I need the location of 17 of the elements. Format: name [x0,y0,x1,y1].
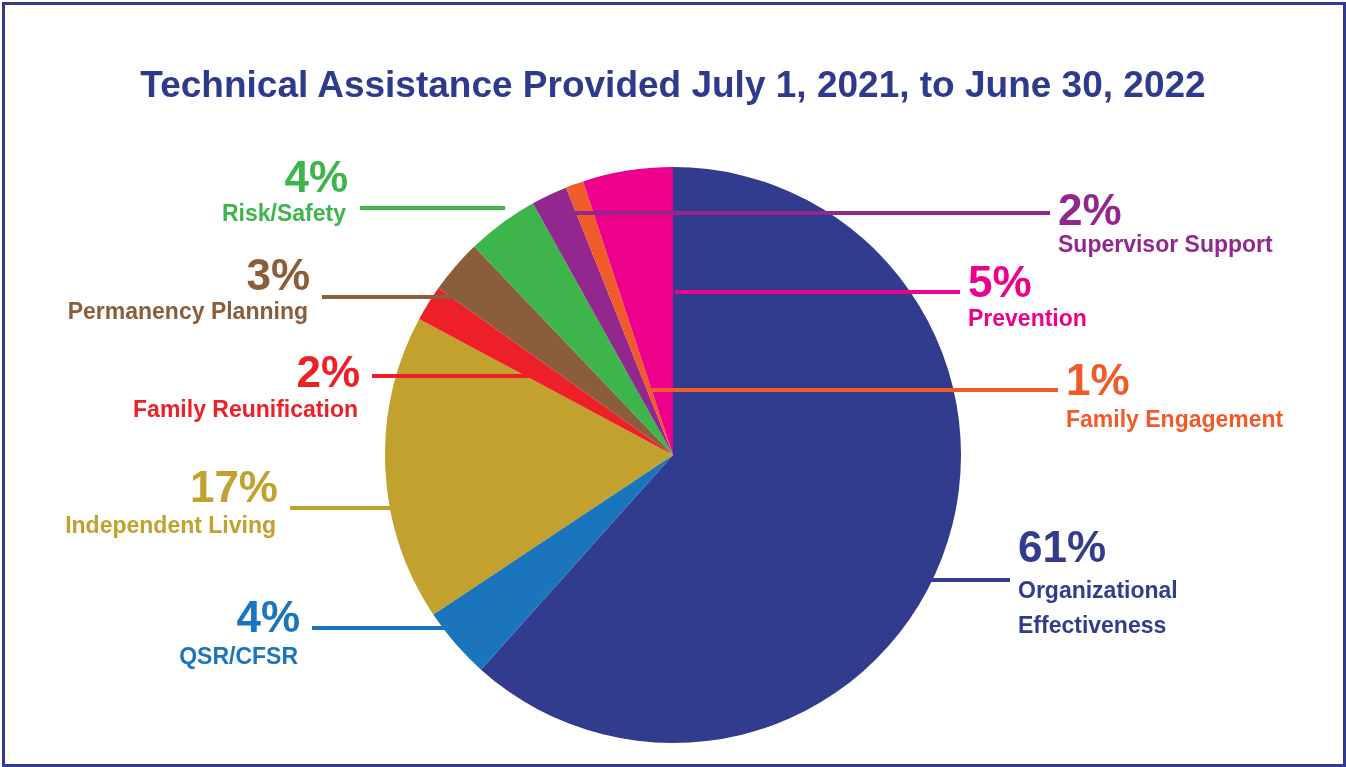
slice-label: QSR/CFSR [179,643,299,670]
data-label: 3% [246,250,310,300]
slice-label: Risk/Safety [221,200,347,227]
chart-title: Technical Assistance Provided July 1, 2021, to June 30, 2022 [139,64,1207,106]
slice-label: Permanency Planning [67,298,308,325]
data-label: 1% [1066,355,1130,405]
data-label: 2% [296,347,360,397]
slice-label: Organizational Effectiveness [1018,577,1178,639]
slice-label: Prevention [968,305,1087,332]
data-label: 4% [236,592,300,642]
data-label: 4% [284,152,348,202]
data-label: 17% [189,462,278,512]
slice-label: Family Reunification [133,396,358,423]
data-label: 5% [968,257,1032,307]
data-label: 61% [1018,522,1107,572]
slice-label: Independent Living [65,512,276,539]
slice-label: Family Engagement [1066,406,1284,433]
